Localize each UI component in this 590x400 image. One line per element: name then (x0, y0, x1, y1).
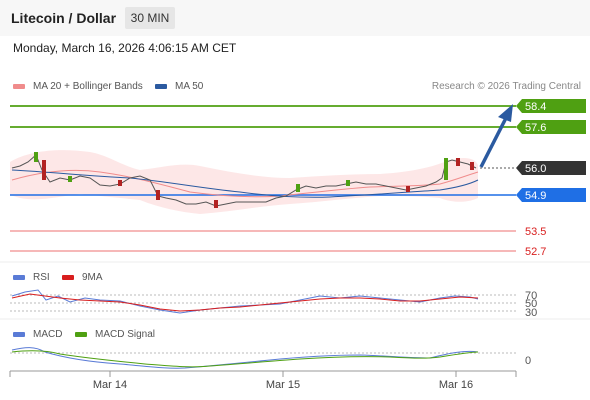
legend-rsi-label: RSI (33, 272, 50, 283)
legend-9ma: 9MA (62, 272, 103, 283)
candle (68, 176, 72, 182)
macd-signal-swatch (75, 332, 87, 337)
candle (456, 158, 460, 166)
timestamp: Monday, March 16, 2026 4:06:15 AM CET (13, 41, 237, 55)
x-label-mar15: Mar 15 (266, 379, 300, 391)
bollinger-band (10, 150, 478, 214)
ma50-line (11, 169, 479, 198)
legend-macd: MACD (13, 329, 62, 340)
rsi-9ma-line (11, 293, 479, 312)
macd-zero-label: 0 (525, 355, 531, 367)
rsi-50-label: 50 (525, 298, 537, 310)
candle (156, 190, 160, 200)
tag-53-5-text: 53.5 (525, 226, 546, 238)
forecast-arrowhead (498, 104, 513, 122)
legend-macd-label: MACD (33, 329, 63, 340)
legend-ma20: MA 20 + Bollinger Bands (13, 81, 143, 92)
candle (118, 180, 122, 186)
candle (296, 184, 300, 192)
legend-ma50-label: MA 50 (175, 81, 204, 92)
candles (34, 152, 474, 208)
tag-58-4: 58.4 (516, 99, 586, 113)
tag-56-0: 56.0 (516, 161, 586, 175)
candle (470, 162, 474, 170)
candle (214, 200, 218, 208)
candle (346, 180, 350, 186)
legend-rsi: RSI (13, 272, 50, 283)
x-label-mar14: Mar 14 (93, 379, 127, 391)
legend-macd-signal: MACD Signal (75, 329, 155, 340)
x-label-mar16: Mar 16 (439, 379, 473, 391)
candle (406, 186, 410, 192)
candle (444, 158, 448, 180)
legend-macd-signal-label: MACD Signal (95, 329, 156, 340)
rsi-swatch (13, 275, 25, 280)
ma50-swatch (155, 84, 167, 89)
legend-ma50: MA 50 (155, 81, 203, 92)
legend-9ma-label: 9MA (82, 272, 103, 283)
rsi-70-label: 70 (525, 290, 537, 302)
price-series (11, 154, 477, 207)
interval-button[interactable]: 30 MIN (125, 7, 175, 29)
symbol-title: Litecoin / Dollar (11, 10, 117, 26)
macd-signal-line (11, 350, 479, 368)
credit-text: Research © 2026 Trading Central (431, 81, 581, 92)
tag-58-4-text: 58.4 (525, 101, 546, 113)
chart-header: Litecoin / Dollar 30 MIN (0, 0, 590, 36)
tag-56-0-text: 56.0 (525, 163, 546, 175)
tag-57-6: 57.6 (516, 120, 586, 134)
legend-ma20-label: MA 20 + Bollinger Bands (33, 81, 143, 92)
candle (42, 160, 46, 180)
macd-swatch (13, 332, 25, 337)
tag-54-9: 54.9 (516, 188, 586, 202)
tag-57-6-text: 57.6 (525, 122, 546, 134)
ma20-line (11, 169, 479, 198)
tag-52-7-text: 52.7 (525, 246, 546, 258)
ma20-swatch (13, 84, 25, 89)
candle (34, 152, 38, 162)
forecast-arrow (479, 117, 508, 168)
tag-54-9-text: 54.9 (525, 190, 546, 202)
rsi-30-label: 30 (525, 307, 537, 319)
ma9-swatch (62, 275, 74, 280)
